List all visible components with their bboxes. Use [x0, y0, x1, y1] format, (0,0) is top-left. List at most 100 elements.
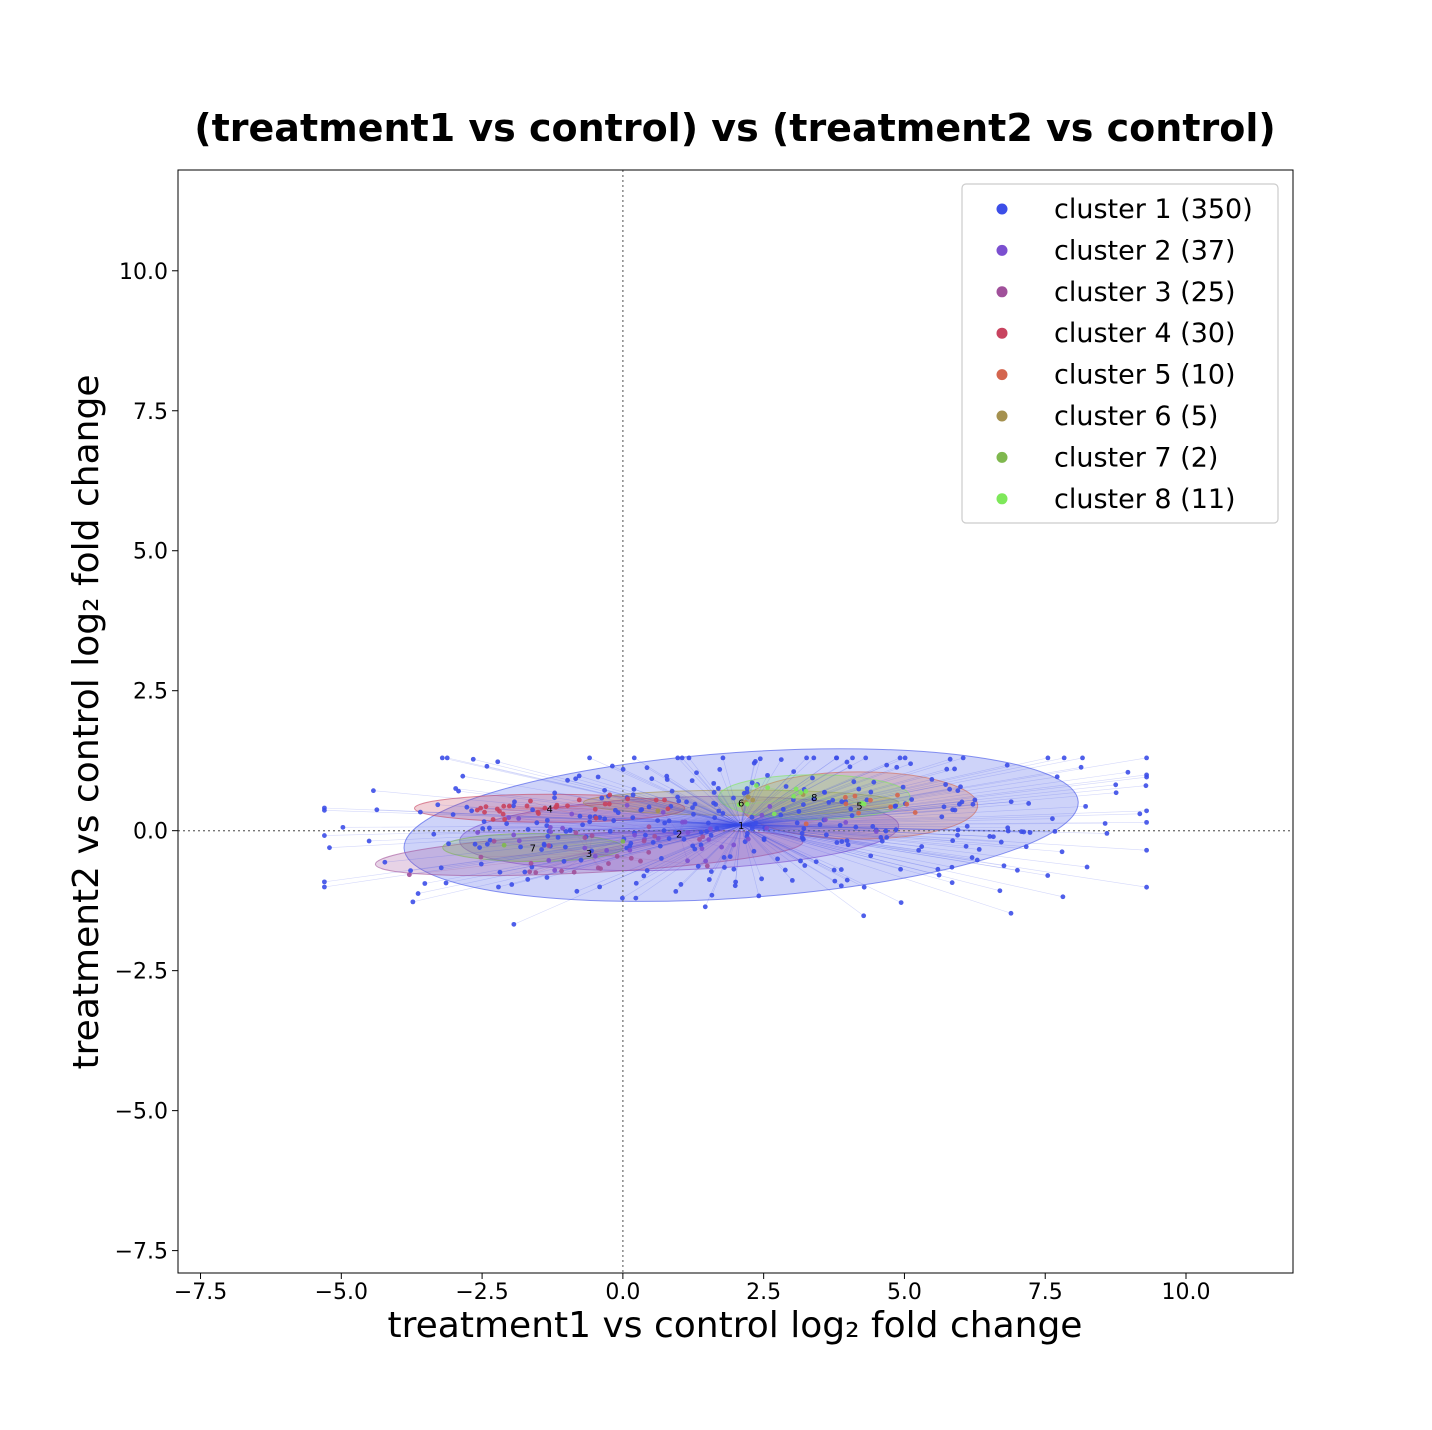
cluster-1-spoke	[741, 757, 1065, 826]
cluster-1-point	[576, 773, 582, 779]
cluster-1-spoke	[680, 824, 742, 885]
cluster-1-spoke	[718, 788, 742, 826]
cluster-1-point	[749, 826, 755, 831]
cluster-1-point	[541, 841, 547, 847]
cluster-1-point	[597, 815, 603, 820]
cluster-1-point	[732, 883, 738, 889]
cluster-1-spoke	[645, 824, 742, 836]
cluster-1-spoke	[711, 824, 742, 896]
cluster-1-spoke	[741, 801, 846, 826]
cluster-3-point	[527, 869, 533, 875]
cluster-1-spoke	[741, 816, 942, 826]
cluster-1-spoke	[740, 824, 835, 882]
cluster-1-spoke	[324, 824, 742, 836]
cluster-1-point	[518, 844, 523, 850]
cluster-1-spoke	[466, 806, 742, 826]
cluster-1-point	[959, 799, 965, 805]
cluster-1-spoke	[692, 824, 742, 847]
cluster-1-point	[446, 841, 451, 847]
cluster-1-point	[371, 788, 376, 794]
cluster-8-point	[798, 790, 804, 795]
cluster-2-label: 2	[676, 829, 682, 840]
cluster-1-point	[477, 845, 482, 851]
cluster-1-point	[450, 812, 456, 817]
cluster-2-point	[655, 835, 661, 841]
cluster-1-spoke	[741, 824, 1048, 876]
cluster-1-point	[695, 863, 701, 869]
cluster-1-point	[744, 786, 750, 791]
cluster-1-spoke	[733, 825, 742, 870]
x-axis-ticks: −7.5 −5.0 −2.5 0.0 2.5 5.0 7.5 10.0	[174, 1273, 1210, 1305]
cluster-1-point	[1059, 849, 1065, 855]
cluster-1-point	[775, 856, 780, 862]
cluster-8-point	[771, 811, 777, 817]
cluster-1-point	[744, 789, 750, 795]
cluster-3-point	[697, 837, 702, 842]
cluster-1-spoke	[636, 824, 742, 884]
cluster-1-point	[791, 769, 797, 774]
cluster-1-spoke	[481, 824, 742, 865]
cluster-1-point	[563, 829, 569, 834]
cluster-2-point	[706, 837, 712, 842]
cluster-1-spoke	[547, 824, 742, 837]
cluster-1-spoke	[741, 824, 849, 846]
reference-lines	[178, 170, 1293, 1273]
cluster-1-point	[573, 776, 579, 782]
cluster-4-ellipse	[414, 793, 686, 823]
cluster-1-point	[633, 880, 639, 886]
cluster-1-point	[952, 807, 958, 813]
cluster-3-spoke	[584, 837, 590, 854]
cluster-3-point	[533, 870, 539, 875]
cluster-3-spoke	[589, 852, 708, 867]
cluster-6-label: 6	[738, 799, 744, 810]
cluster-1-spoke	[554, 797, 742, 826]
cluster-1-point	[716, 808, 722, 814]
cluster-1-point	[935, 866, 941, 872]
cluster-1-point	[822, 789, 828, 795]
x-tick-label: −2.5	[455, 1280, 508, 1305]
legend-entry: cluster 1 (350)	[1054, 194, 1253, 225]
cluster-1-point	[1083, 803, 1089, 809]
cluster-2-point	[506, 815, 512, 821]
cluster-1-spoke	[599, 824, 742, 888]
cluster-1-point	[856, 786, 862, 792]
cluster-1-spoke	[520, 824, 742, 848]
cluster-3-point	[478, 854, 484, 860]
cluster-1-point	[832, 878, 838, 884]
cluster-3-point	[646, 849, 652, 855]
cluster-1-point	[552, 795, 557, 801]
cluster-1-spoke	[324, 807, 742, 826]
cluster-1-point	[589, 848, 594, 854]
cluster-2-point	[560, 825, 565, 831]
cluster-1-point	[698, 830, 704, 835]
cluster-1-point	[972, 797, 978, 803]
cluster-1-spoke	[633, 794, 742, 826]
legend: cluster 1 (350) cluster 2 (37) cluster 3 (…	[961, 183, 1279, 524]
legend-box	[961, 183, 1279, 524]
cluster-1-spoke	[741, 781, 854, 826]
cluster-1-point	[802, 863, 808, 868]
cluster-2-spoke	[679, 814, 762, 834]
cluster-1-point	[868, 853, 874, 859]
y-axis-ticks: −7.5 −5.0 −2.5 0.0 2.5 5.0 7.5 10.0	[115, 260, 178, 1265]
cluster-labels: 1 2 3 4 5 6 7 8	[530, 793, 863, 860]
cluster-1-spoke	[741, 818, 1053, 826]
cluster-1-point	[897, 755, 903, 761]
cluster-1-spoke	[666, 775, 742, 826]
cluster-1-point	[952, 766, 957, 772]
cluster-2-point	[699, 846, 705, 852]
cluster-2-point	[764, 825, 769, 831]
cluster-1-point	[708, 832, 714, 838]
cluster-1-point	[834, 840, 840, 845]
cluster-1-spoke	[741, 824, 871, 857]
cluster-4-point	[592, 806, 598, 812]
cluster-1-point	[851, 779, 857, 785]
cluster-1-point	[765, 772, 770, 778]
cluster-1-spoke	[324, 809, 742, 826]
cluster-1-point	[847, 764, 853, 770]
cluster-1-point	[1054, 774, 1060, 780]
cluster-1-point	[839, 839, 845, 845]
cluster-1-point	[580, 822, 585, 828]
cluster-5-point	[843, 794, 848, 800]
cluster-3-spoke	[589, 840, 645, 854]
